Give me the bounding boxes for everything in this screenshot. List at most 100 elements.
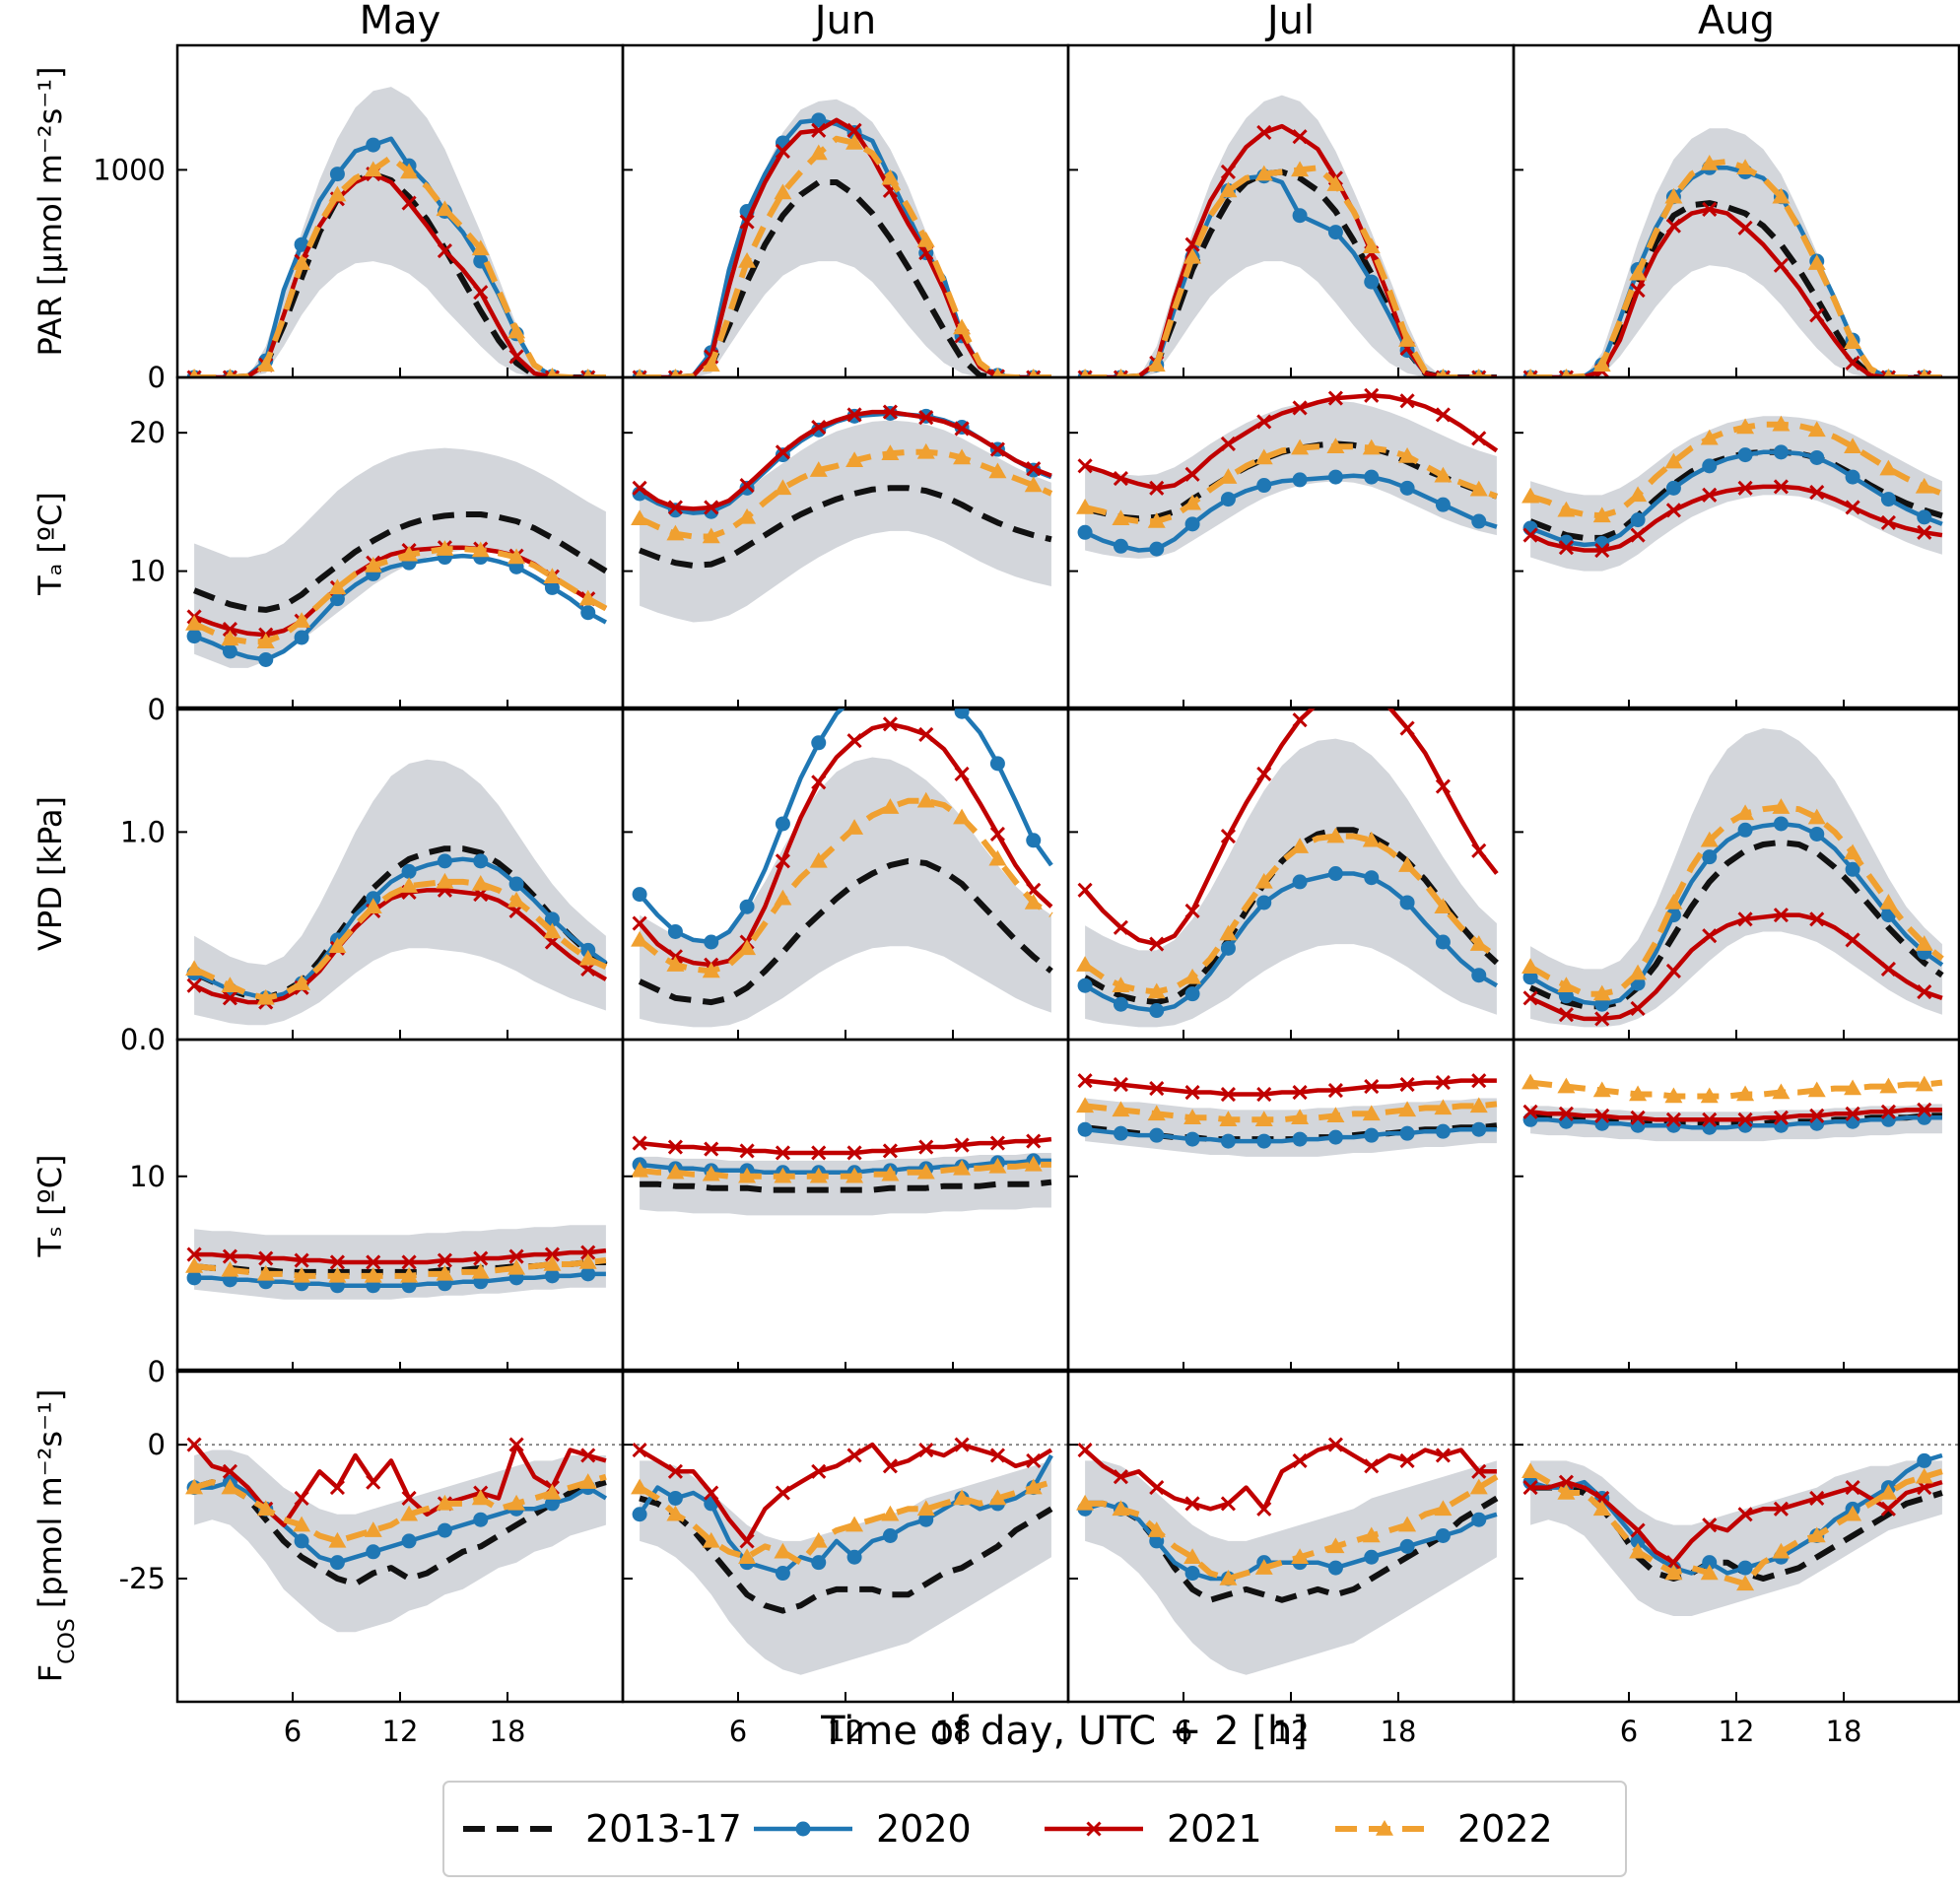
panel-aug-row-2 <box>1512 706 1960 1042</box>
series-point-2021 <box>1435 778 1451 794</box>
series-point-2022 <box>953 1489 972 1506</box>
series-point-2022 <box>953 808 972 825</box>
series-point-2022 <box>1147 356 1166 372</box>
series-line-2021 <box>638 721 1053 968</box>
series-point-2022 <box>507 1494 526 1511</box>
series-line-2013-17 <box>193 511 608 613</box>
series-point-2021 <box>954 766 970 781</box>
series-point-2020 <box>1845 469 1860 485</box>
series-point-2021 <box>222 621 237 638</box>
series-point-2021 <box>1077 458 1093 474</box>
series-point-2022 <box>221 1260 239 1277</box>
series-point-2020 <box>1435 1123 1451 1139</box>
series-point-2021 <box>1256 1086 1272 1103</box>
series-point-2022 <box>436 1264 454 1281</box>
series-point-2020 <box>294 1533 309 1549</box>
panel-jun-row-4: 6 12 18 <box>621 1368 1070 1748</box>
series-point-2020 <box>437 853 452 869</box>
series-point-2022 <box>578 1473 597 1489</box>
series-point-2020 <box>258 651 274 667</box>
legend-entry-2020: 2020 <box>754 1807 972 1851</box>
series-point-2021 <box>632 1442 647 1458</box>
series-point-2021 <box>1845 500 1860 515</box>
series-point-2021 <box>989 1135 1005 1151</box>
series-point-2022 <box>1844 333 1862 349</box>
panel-may-row-4: 6 12 18 0 -25 <box>119 1368 625 1748</box>
series-point-2020 <box>1471 968 1487 983</box>
series-point-2020 <box>329 591 345 607</box>
series-point-2021 <box>1399 393 1415 409</box>
series-point-2022 <box>436 200 454 217</box>
series-point-2022 <box>916 1500 935 1517</box>
series-point-2021 <box>811 775 827 790</box>
series-point-2021 <box>508 349 524 365</box>
series-point-2021 <box>1702 487 1718 503</box>
series-point-2022 <box>1736 804 1755 821</box>
series-point-2022 <box>634 369 645 377</box>
row-2-y-label: VPD [kPa] <box>32 796 69 951</box>
series-point-2020 <box>580 605 596 621</box>
range-band <box>1530 728 1942 1028</box>
series-point-2021 <box>1365 689 1378 702</box>
row-0-y-label: PAR [µmol m⁻²s⁻¹] <box>32 67 69 357</box>
series-point-2022 <box>631 930 649 947</box>
series-point-2020 <box>580 1266 596 1282</box>
column-title-aug: Aug <box>1698 0 1775 43</box>
series-line-2021 <box>1529 484 1943 553</box>
series-point-2022 <box>1772 187 1791 204</box>
series-point-2022 <box>1326 438 1345 453</box>
series-point-2020 <box>1113 1125 1128 1141</box>
series-point-2021 <box>632 480 647 496</box>
series-point-2022 <box>1664 893 1683 910</box>
series-point-2020 <box>1026 833 1042 848</box>
series-point-2022 <box>328 185 347 202</box>
series-point-2020 <box>1522 970 1538 985</box>
series-point-2020 <box>632 1507 647 1522</box>
legend-label: 2020 <box>876 1807 972 1851</box>
y-tick-label: 1.0 <box>120 815 166 848</box>
series-point-2022 <box>1521 1073 1540 1090</box>
panel-jul-row-4: 6 12 18 <box>1066 1368 1516 1748</box>
panel-aug-row-0 <box>1512 43 1960 379</box>
series-point-2022 <box>738 252 757 268</box>
legend-box <box>442 1781 1627 1877</box>
series-point-2022 <box>1112 1500 1130 1517</box>
series-point-2022 <box>881 169 900 185</box>
series-point-2021 <box>846 733 862 749</box>
series-point-2022 <box>293 612 311 628</box>
series-point-2021 <box>222 990 237 1006</box>
series-point-2020 <box>1077 978 1093 993</box>
series-point-2020 <box>847 690 862 705</box>
series-point-2020 <box>1364 870 1380 886</box>
series-point-2022 <box>436 872 454 889</box>
series-point-2020 <box>1327 866 1343 881</box>
series-point-2022 <box>1844 843 1862 860</box>
series-point-2022 <box>1700 429 1719 445</box>
series-point-2022 <box>1112 977 1130 992</box>
series-point-2022 <box>1469 935 1488 951</box>
series-point-2022 <box>1076 1494 1095 1511</box>
series-point-2021 <box>1113 470 1128 487</box>
y-tick-label: 1000 <box>93 153 166 186</box>
series-point-2021 <box>1026 370 1042 377</box>
series-point-2021 <box>1220 436 1236 451</box>
series-point-2021 <box>882 716 898 732</box>
series-point-2022 <box>774 889 792 906</box>
series-point-2021 <box>366 1474 381 1490</box>
series-point-2021 <box>1522 527 1538 543</box>
series-point-2020 <box>544 579 560 595</box>
series-point-2021 <box>775 143 790 159</box>
series-point-2022 <box>507 891 526 908</box>
x-tick-label: 18 <box>490 1715 526 1748</box>
series-point-2022 <box>1076 1097 1095 1113</box>
series-point-2021 <box>329 1254 345 1270</box>
x-tick-label: 12 <box>1719 1715 1755 1748</box>
series-point-2022 <box>364 161 382 177</box>
series-point-2022 <box>546 367 559 377</box>
series-point-2021 <box>544 370 560 377</box>
series-point-2021 <box>667 1463 683 1479</box>
row-1-y-label: Tₐ [ºC] <box>32 492 69 596</box>
y-tick-label: 0 <box>148 1428 166 1461</box>
series-point-2022 <box>1736 1575 1755 1591</box>
range-band <box>194 1450 606 1633</box>
